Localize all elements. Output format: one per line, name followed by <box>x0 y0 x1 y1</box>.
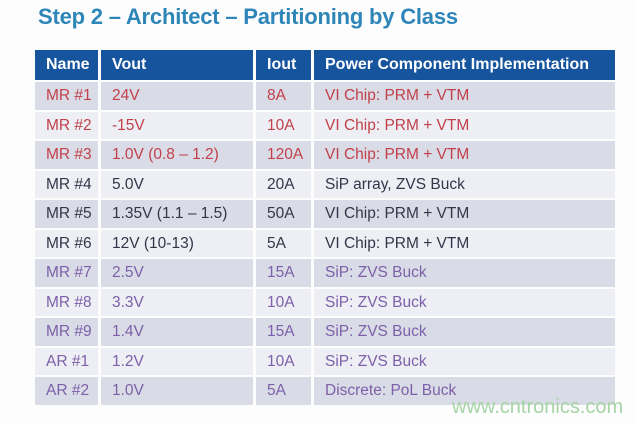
cell-impl: SiP array, ZVS Buck <box>314 170 615 198</box>
cell-name: MR #1 <box>35 82 98 110</box>
cell-impl: VI Chip: PRM + VTM <box>314 111 615 139</box>
cell-vout: -15V <box>101 111 253 139</box>
table-row: AR #1 1.2V 10A SiP: ZVS Buck <box>35 347 615 375</box>
cell-iout: 10A <box>256 288 311 316</box>
cell-name: MR #5 <box>35 200 98 228</box>
cell-name: MR #6 <box>35 229 98 257</box>
cell-iout: 15A <box>256 259 311 287</box>
cell-name: AR #1 <box>35 347 98 375</box>
table-row: MR #9 1.4V 15A SiP: ZVS Buck <box>35 318 615 346</box>
table-row: MR #7 2.5V 15A SiP: ZVS Buck <box>35 259 615 287</box>
cell-iout: 5A <box>256 229 311 257</box>
cell-iout: 15A <box>256 318 311 346</box>
cell-vout: 1.2V <box>101 347 253 375</box>
table-row: MR #4 5.0V 20A SiP array, ZVS Buck <box>35 170 615 198</box>
column-header-name: Name <box>35 50 98 80</box>
cell-impl: VI Chip: PRM + VTM <box>314 82 615 110</box>
cell-impl: SiP: ZVS Buck <box>314 347 615 375</box>
cell-vout: 1.0V <box>101 377 253 405</box>
cell-name: MR #4 <box>35 170 98 198</box>
cell-vout: 12V (10-13) <box>101 229 253 257</box>
cell-impl: Discrete: PoL Buck <box>314 377 615 405</box>
table-row: MR #3 1.0V (0.8 – 1.2) 120A VI Chip: PRM… <box>35 141 615 169</box>
column-header-iout: Iout <box>256 50 311 80</box>
cell-name: MR #8 <box>35 288 98 316</box>
cell-iout: 10A <box>256 111 311 139</box>
table-row: MR #2 -15V 10A VI Chip: PRM + VTM <box>35 111 615 139</box>
cell-vout: 5.0V <box>101 170 253 198</box>
cell-iout: 10A <box>256 347 311 375</box>
column-header-vout: Vout <box>101 50 253 80</box>
partitioning-table: Name Vout Iout Power Component Implement… <box>35 50 615 407</box>
page-title: Step 2 – Architect – Partitioning by Cla… <box>38 4 458 29</box>
cell-iout: 120A <box>256 141 311 169</box>
cell-impl: SiP: ZVS Buck <box>314 288 615 316</box>
cell-impl: SiP: ZVS Buck <box>314 259 615 287</box>
cell-impl: VI Chip: PRM + VTM <box>314 200 615 228</box>
cell-vout: 1.0V (0.8 – 1.2) <box>101 141 253 169</box>
cell-impl: VI Chip: PRM + VTM <box>314 229 615 257</box>
table-row: AR #2 1.0V 5A Discrete: PoL Buck <box>35 377 615 405</box>
cell-impl: SiP: ZVS Buck <box>314 318 615 346</box>
column-header-impl: Power Component Implementation <box>314 50 615 80</box>
cell-iout: 8A <box>256 82 311 110</box>
cell-vout: 1.4V <box>101 318 253 346</box>
table-row: MR #1 24V 8A VI Chip: PRM + VTM <box>35 82 615 110</box>
table-row: MR #6 12V (10-13) 5A VI Chip: PRM + VTM <box>35 229 615 257</box>
cell-iout: 50A <box>256 200 311 228</box>
cell-name: MR #2 <box>35 111 98 139</box>
cell-vout: 1.35V (1.1 – 1.5) <box>101 200 253 228</box>
cell-vout: 24V <box>101 82 253 110</box>
table-header-row: Name Vout Iout Power Component Implement… <box>35 50 615 80</box>
cell-name: MR #9 <box>35 318 98 346</box>
cell-name: MR #3 <box>35 141 98 169</box>
cell-vout: 3.3V <box>101 288 253 316</box>
table-row: MR #5 1.35V (1.1 – 1.5) 50A VI Chip: PRM… <box>35 200 615 228</box>
cell-name: AR #2 <box>35 377 98 405</box>
cell-iout: 20A <box>256 170 311 198</box>
cell-vout: 2.5V <box>101 259 253 287</box>
cell-name: MR #7 <box>35 259 98 287</box>
table-row: MR #8 3.3V 10A SiP: ZVS Buck <box>35 288 615 316</box>
cell-impl: VI Chip: PRM + VTM <box>314 141 615 169</box>
cell-iout: 5A <box>256 377 311 405</box>
watermark: www.cntronics.com <box>452 396 624 418</box>
